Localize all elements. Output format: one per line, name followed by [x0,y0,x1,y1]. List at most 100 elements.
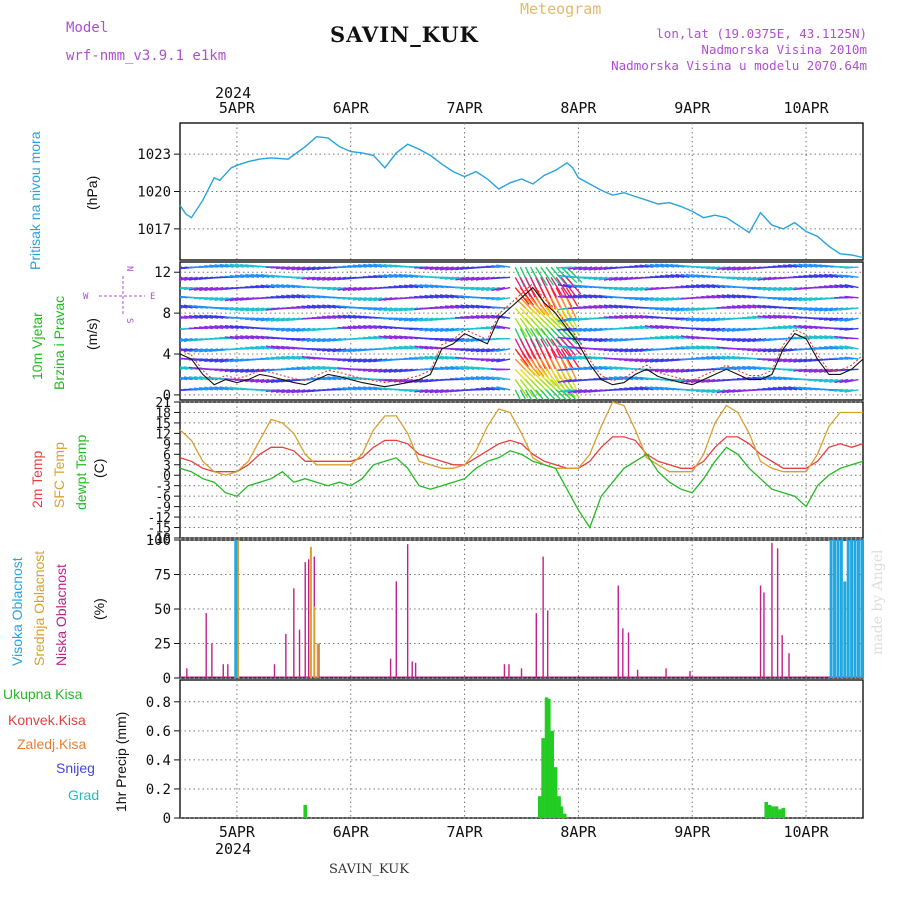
wind-arrow [286,294,301,299]
wind-arrow [844,327,859,331]
wind-arrow [224,263,239,268]
cloud-bar [318,643,320,678]
wind-arrow [823,317,839,321]
wind-arrow [530,317,546,336]
cloud-bar [237,540,240,678]
wind-arrow [480,358,495,362]
precip-bar [559,806,564,818]
wind-arrow [535,389,545,400]
wind-arrow [485,297,500,300]
wind-arrow [378,297,393,302]
wind-arrow [752,304,767,309]
wind-arrow [255,307,270,312]
wind-arrow [424,389,439,394]
wind-arrow [322,276,337,281]
precip-ytick-label: 0.6 [146,724,171,740]
wind-arrow [578,355,593,360]
legend-hail: Grad [68,787,99,803]
wind-arrow [240,368,255,373]
wind-arrow [281,294,296,299]
cloud-bar [839,540,843,678]
wind-arrow [322,365,337,371]
wind-arrow [808,307,823,312]
top-x-axis: 5APR 6APR 7APR 8APR 9APR 10APR [219,99,830,117]
wind-arrow [460,365,475,371]
wind-arrow [608,376,623,381]
wind-arrow [439,305,454,309]
wind-arrow [818,273,833,279]
wind-arrow [180,377,188,381]
wind-arrow [706,345,721,350]
wind-arrow [665,263,680,268]
bottom-x-tick-label: 6APR [333,823,370,841]
wind-arrow [491,386,506,391]
wind-arrow [798,368,813,373]
wind-arrow [619,286,634,291]
wind-ylabel-2: Brzina i Pravac [51,296,67,390]
wind-arrow [629,297,644,300]
wind-arrow [311,276,326,281]
wind-arrow [270,284,285,289]
wind-arrow [519,389,527,400]
wind-arrow [194,286,209,291]
wind-arrow [219,368,234,372]
wind-arrow [598,337,613,343]
wind-arrow [598,365,613,371]
wind-arrow [603,316,618,319]
wind-arrow [834,317,849,322]
wind-arrow [818,335,833,340]
wind-arrow [429,355,444,360]
wind-arrow [496,386,511,391]
wind-arrow [524,328,537,349]
wind-arrow [275,345,290,350]
cloud-bar [211,643,213,678]
wind-arrow [342,376,357,381]
wind-arrow [286,266,301,271]
cloud-bar [411,661,413,678]
wind-arrow [301,276,316,280]
wind-arrow [726,327,741,333]
wind-arrow [465,376,480,381]
wind-arrow [199,358,214,362]
wind-arrow [209,297,224,301]
wind-arrow [624,286,639,291]
wind-arrow [530,328,543,348]
wind-arrow [680,335,695,340]
wind-arrow [306,266,321,271]
wind-arrow [419,345,434,350]
wind-arrow [316,276,331,281]
wind-arrow [281,327,296,332]
wind-arrow [496,264,511,268]
wind-arrow [839,345,854,350]
precip-bar [553,767,558,818]
cloud-panel: Visoka Oblacnost Srednja Oblacnost Niska… [9,551,107,666]
wind-arrow [322,348,337,352]
wind-arrow [460,376,475,381]
cloud-unit: (%) [91,598,107,620]
wind-arrow [762,286,777,291]
wind-arrow [660,335,675,340]
pressure-ytick-label: 1017 [137,222,171,238]
wind-arrow [701,378,716,384]
wind-arrow [613,286,629,291]
wind-arrow [332,348,347,353]
wind-arrow [762,387,777,391]
wind-arrow [332,314,347,319]
wind-arrow [675,368,690,373]
wind-arrow [419,327,434,332]
wind-arrow [624,375,639,381]
wind-arrow [193,387,208,391]
wind-arrow [524,389,533,400]
wind-arrow [685,345,700,350]
wind-arrow [378,307,393,312]
wind-arrow [824,346,839,350]
pressure-unit: (hPa) [84,176,100,210]
wind-arrow [726,337,741,342]
wind-arrow [475,286,490,291]
temp-ytick-label: -3 [155,480,171,495]
wind-arrow [701,295,716,299]
wind-arrow [644,386,659,391]
wind-arrow [209,314,224,319]
wind-arrow [798,324,813,330]
wind-arrow [654,307,669,311]
